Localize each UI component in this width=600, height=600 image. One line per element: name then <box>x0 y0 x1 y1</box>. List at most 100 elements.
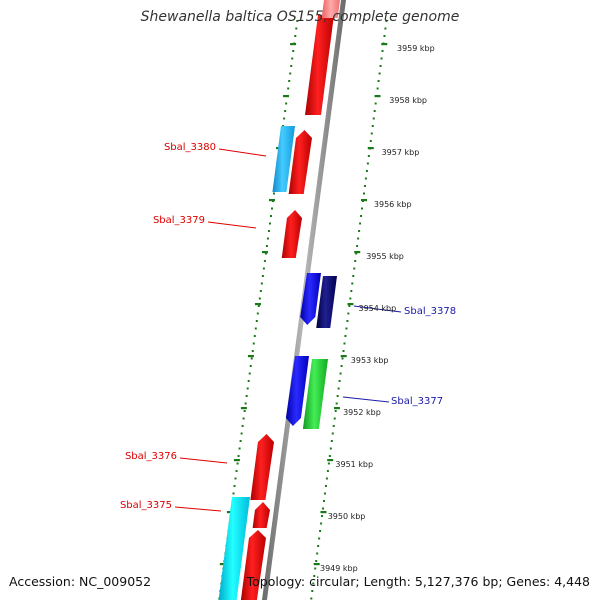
tick-dot <box>384 27 387 30</box>
tick-dot <box>243 410 246 412</box>
gene-label-sbal-3380[interactable]: Sbal_3380 <box>164 142 216 153</box>
tick-dot <box>313 575 316 577</box>
gene-label-sbal-3375[interactable]: Sbal_3375 <box>120 500 172 511</box>
tick-dot <box>242 417 245 420</box>
tick-dot <box>363 185 366 187</box>
tick-dot <box>353 267 356 270</box>
gene-blue[interactable] <box>300 273 321 325</box>
major-tick <box>233 459 240 462</box>
tick-dot <box>289 72 292 75</box>
tick-dot <box>370 132 373 135</box>
tick-dot <box>358 230 361 232</box>
tick-dot <box>318 537 321 540</box>
tick-dot <box>314 567 317 570</box>
inner-tick-ring <box>218 20 299 600</box>
tick-dot <box>337 387 340 390</box>
tick-dot <box>254 327 257 330</box>
ruler-label: 3949 kbp <box>320 564 358 573</box>
tick-dot <box>334 410 337 412</box>
major-tick <box>247 355 254 358</box>
ruler-label: 3951 kbp <box>335 460 373 469</box>
tick-dot <box>245 395 248 397</box>
tick-dot <box>232 492 235 495</box>
gene-blue[interactable] <box>285 356 309 426</box>
tick-dot <box>367 155 370 157</box>
tick-dot <box>248 372 251 375</box>
ruler-label: 3957 kbp <box>382 148 420 157</box>
gene-sbal-3379[interactable] <box>281 210 302 258</box>
tick-dot <box>266 237 269 240</box>
tick-dot <box>259 290 262 292</box>
tick-dot <box>369 140 372 142</box>
position-ruler: 3959 kbp 3958 kbp 3957 kbp 3956 kbp 3955 kbp… <box>320 44 435 573</box>
gene-label-sbal-3376[interactable]: Sbal_3376 <box>125 451 177 462</box>
leader-line <box>179 457 228 464</box>
genome-summary: Topology: circular; Length: 5,127,376 bp… <box>246 574 590 589</box>
tick-dot <box>284 110 287 112</box>
tick-dot <box>362 192 365 195</box>
tick-dot <box>365 170 368 172</box>
gene-red[interactable] <box>240 530 266 600</box>
tick-dot <box>264 252 267 255</box>
tick-dot <box>267 230 270 232</box>
gene-red[interactable] <box>288 130 312 194</box>
tick-dot <box>339 372 342 375</box>
gene-features <box>218 0 340 600</box>
tick-dot <box>385 20 388 22</box>
major-tick <box>219 563 226 566</box>
major-tick <box>261 251 268 254</box>
tick-dot <box>383 35 386 37</box>
tick-dot <box>371 125 374 127</box>
tick-dot <box>347 312 350 315</box>
tick-dot <box>376 87 379 90</box>
gene-sbal-3380[interactable] <box>272 126 295 192</box>
tick-dot <box>233 485 236 487</box>
ruler-label: 3955 kbp <box>366 252 404 261</box>
tick-dot <box>330 440 333 442</box>
major-tick <box>313 563 320 566</box>
tick-dot <box>341 357 344 360</box>
tick-dot <box>346 320 349 322</box>
tick-dot <box>273 192 276 195</box>
major-tick <box>254 303 261 306</box>
gene-red-top[interactable] <box>321 0 340 18</box>
ruler-label: 3956 kbp <box>374 200 412 209</box>
tick-dot <box>311 590 314 592</box>
major-tick <box>320 511 327 514</box>
major-tick <box>226 511 233 514</box>
tick-dot <box>253 335 256 337</box>
tick-dot <box>315 560 318 562</box>
tick-dot <box>296 20 299 22</box>
tick-dot <box>379 65 382 67</box>
tick-dot <box>235 470 238 472</box>
gene-sbal-3378[interactable] <box>316 276 337 328</box>
gene-label-sbal-3377[interactable]: Sbal_3377 <box>391 396 443 407</box>
accession-label: Accession: NC_009052 <box>9 574 152 589</box>
tick-dot <box>290 65 293 67</box>
tick-dot <box>355 252 358 255</box>
tick-dot <box>244 402 247 405</box>
major-tick <box>374 95 381 98</box>
gene-sbal-3375[interactable] <box>218 497 250 600</box>
tick-dot <box>325 477 328 480</box>
tick-dot <box>327 462 330 465</box>
tick-dot <box>240 432 243 435</box>
gene-label-sbal-3379[interactable]: Sbal_3379 <box>153 215 205 226</box>
gene-sbal-3377[interactable] <box>302 359 328 429</box>
tick-dot <box>262 267 265 270</box>
gene-red[interactable] <box>305 15 334 115</box>
tick-dot <box>257 305 260 307</box>
gene-red[interactable] <box>252 502 270 528</box>
tick-dot <box>320 522 323 525</box>
major-tick <box>367 147 374 150</box>
gene-sbal-3376[interactable] <box>250 434 274 500</box>
gene-label-sbal-3378[interactable]: Sbal_3378 <box>404 306 456 317</box>
major-tick <box>240 407 247 410</box>
major-tick <box>361 199 367 202</box>
leader-line <box>218 148 267 157</box>
tick-dot <box>356 245 359 247</box>
tick-dot <box>381 50 384 52</box>
tick-dot <box>246 387 249 390</box>
tick-dot <box>287 87 290 90</box>
